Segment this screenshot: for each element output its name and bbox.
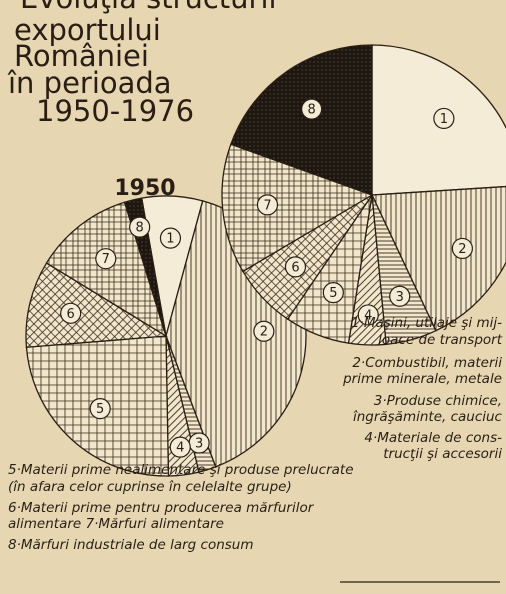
- segment-badge: [322, 282, 344, 304]
- segment-label: 6: [67, 307, 75, 322]
- segment-label: 1: [166, 232, 174, 247]
- segment-badge: [451, 237, 473, 260]
- legend-line: loace de transport: [378, 332, 503, 348]
- legend-line: alimentare 7·Mărfuri alimentare: [8, 516, 224, 532]
- legend-line: (în afara celor cuprinse în celelalte gr…: [8, 479, 292, 495]
- segment-label: 2: [260, 325, 268, 340]
- legend-line: 3·Produse chimice,: [374, 393, 502, 409]
- segment-label: 7: [263, 198, 271, 213]
- legend-line: 1·Maşini, utilaje şi mij-: [351, 315, 502, 331]
- title-line: în perioada: [7, 66, 172, 100]
- segment-label: 1: [440, 112, 448, 127]
- segment-badge: [129, 216, 151, 238]
- pie-slice: [230, 44, 373, 196]
- title-line: Evoluţia structurii: [20, 0, 277, 15]
- segment-label: 4: [176, 441, 184, 456]
- pie-slice: [221, 143, 374, 273]
- segment-label: 2: [458, 242, 466, 257]
- legend-line: 6·Materii prime pentru producerea mărfur…: [8, 500, 315, 516]
- segment-badge: [256, 194, 279, 216]
- segment-badge: [159, 227, 182, 249]
- segment-label: 3: [195, 436, 203, 451]
- segment-badge: [389, 285, 411, 307]
- title-line: 1950-1976: [36, 94, 194, 128]
- segment-badge: [253, 320, 275, 342]
- title-line: României: [14, 39, 149, 73]
- legend-line: 4·Materiale de cons-: [364, 430, 502, 446]
- segment-label: 3: [396, 290, 404, 305]
- segment-badge: [301, 98, 323, 120]
- segment-label: 4: [364, 308, 372, 323]
- segment-badge: [284, 256, 307, 278]
- segment-badge: [169, 436, 191, 458]
- legend-line: 8·Mărfuri industriale de larg consum: [8, 537, 254, 553]
- pie-slice: [371, 185, 506, 332]
- legend-line: trucţii şi accesorii: [383, 446, 502, 462]
- segment-badge: [95, 248, 117, 270]
- segment-label: 6: [291, 260, 299, 275]
- segment-badge: [60, 302, 82, 324]
- title-line: exportului: [14, 13, 161, 47]
- segment-label: 7: [102, 252, 110, 267]
- legend-line: 2·Combustibil, materii: [352, 355, 502, 371]
- segment-label: 8: [307, 103, 315, 118]
- segment-label: 8: [136, 221, 144, 236]
- legend-line: prime minerale, metale: [342, 371, 502, 387]
- pie-slice: [25, 262, 169, 348]
- segment-label: 5: [329, 286, 337, 301]
- segment-badge: [89, 397, 111, 420]
- legend-line: îngrăşăminte, cauciuc: [353, 409, 503, 425]
- segment-badge: [433, 107, 455, 130]
- segment-badge: [357, 304, 379, 326]
- segment-label: 5: [96, 402, 104, 417]
- legend-line: 5·Materii prime nealimentare şi produse …: [8, 462, 354, 478]
